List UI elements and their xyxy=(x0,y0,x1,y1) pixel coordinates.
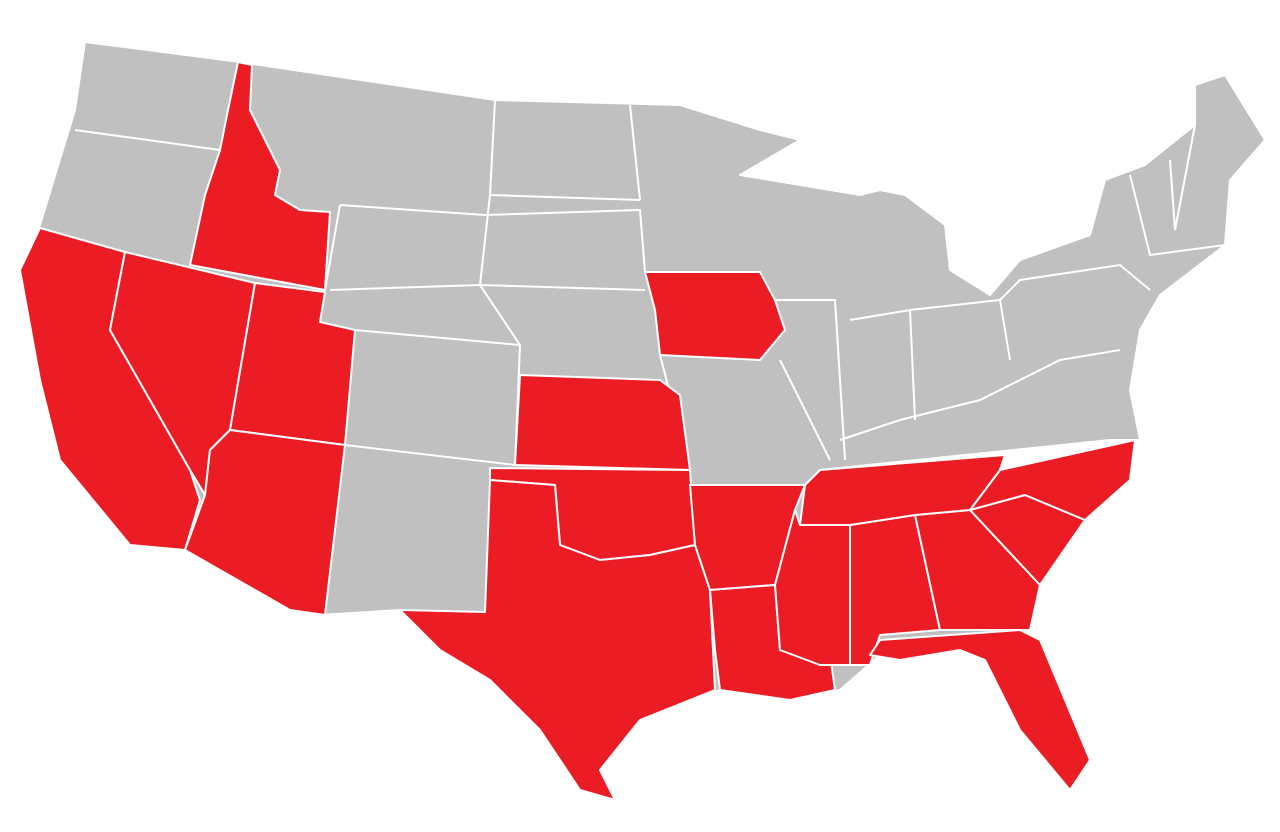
state-border xyxy=(344,444,516,466)
state-border xyxy=(489,194,641,201)
state xyxy=(399,479,716,801)
state xyxy=(514,374,691,471)
state-border xyxy=(1169,124,1196,231)
base-borders xyxy=(74,99,1226,471)
state-border xyxy=(339,204,646,273)
highlighted-states xyxy=(19,61,1136,801)
state-border xyxy=(779,359,831,461)
state-border xyxy=(354,329,521,346)
state xyxy=(189,61,331,291)
state xyxy=(644,271,786,361)
state-border xyxy=(1129,174,1226,257)
state-border xyxy=(629,104,641,201)
state-border xyxy=(74,129,221,151)
state-border xyxy=(999,263,1151,301)
state-border xyxy=(329,283,646,291)
state-border xyxy=(839,349,1121,441)
state xyxy=(869,629,1091,791)
state-border xyxy=(324,204,341,291)
state xyxy=(184,429,346,616)
state xyxy=(799,454,1006,526)
state-border xyxy=(760,299,846,461)
